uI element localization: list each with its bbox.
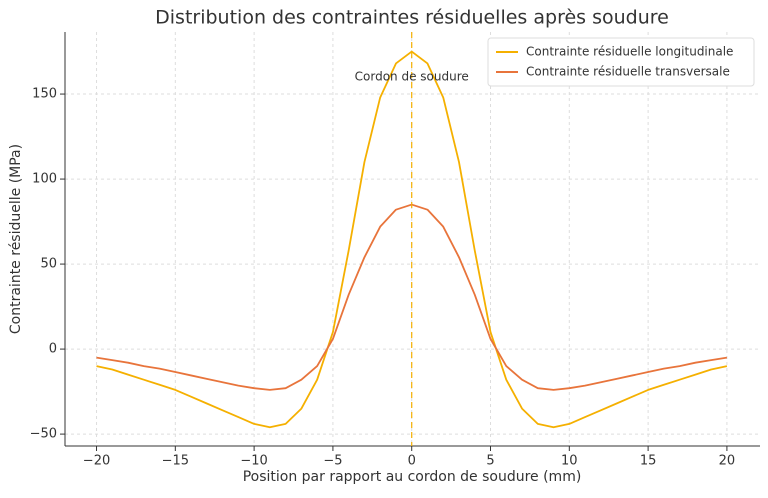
annotation: Cordon de soudure xyxy=(355,70,469,84)
y-tick-label: −50 xyxy=(30,427,57,442)
series-line xyxy=(96,50,728,429)
legend-box xyxy=(487,37,755,87)
x-tick-label: 20 xyxy=(719,454,736,469)
x-tick-label: 15 xyxy=(640,454,657,469)
x-tick-label: −20 xyxy=(83,454,110,469)
x-tick-label: −15 xyxy=(162,454,189,469)
y-tick-label: 100 xyxy=(32,172,57,187)
chart-title: Distribution des contraintes résiduelles… xyxy=(155,7,669,29)
x-tick-label: −10 xyxy=(240,454,267,469)
y-tick-label: 50 xyxy=(40,257,57,272)
y-tick-label: 150 xyxy=(32,87,57,102)
legend-label: Contrainte résiduelle longitudinale xyxy=(526,45,733,59)
x-axis-label: Position par rapport au cordon de soudur… xyxy=(243,469,582,485)
x-tick-label: 0 xyxy=(408,454,416,469)
x-tick-label: 10 xyxy=(561,454,578,469)
y-tick-label: 0 xyxy=(49,342,57,357)
x-tick-label: −5 xyxy=(323,454,342,469)
x-tick-label: 5 xyxy=(486,454,494,469)
legend-label: Contrainte résiduelle transversale xyxy=(526,65,730,79)
y-axis-label: Contrainte résiduelle (MPa) xyxy=(8,144,24,334)
